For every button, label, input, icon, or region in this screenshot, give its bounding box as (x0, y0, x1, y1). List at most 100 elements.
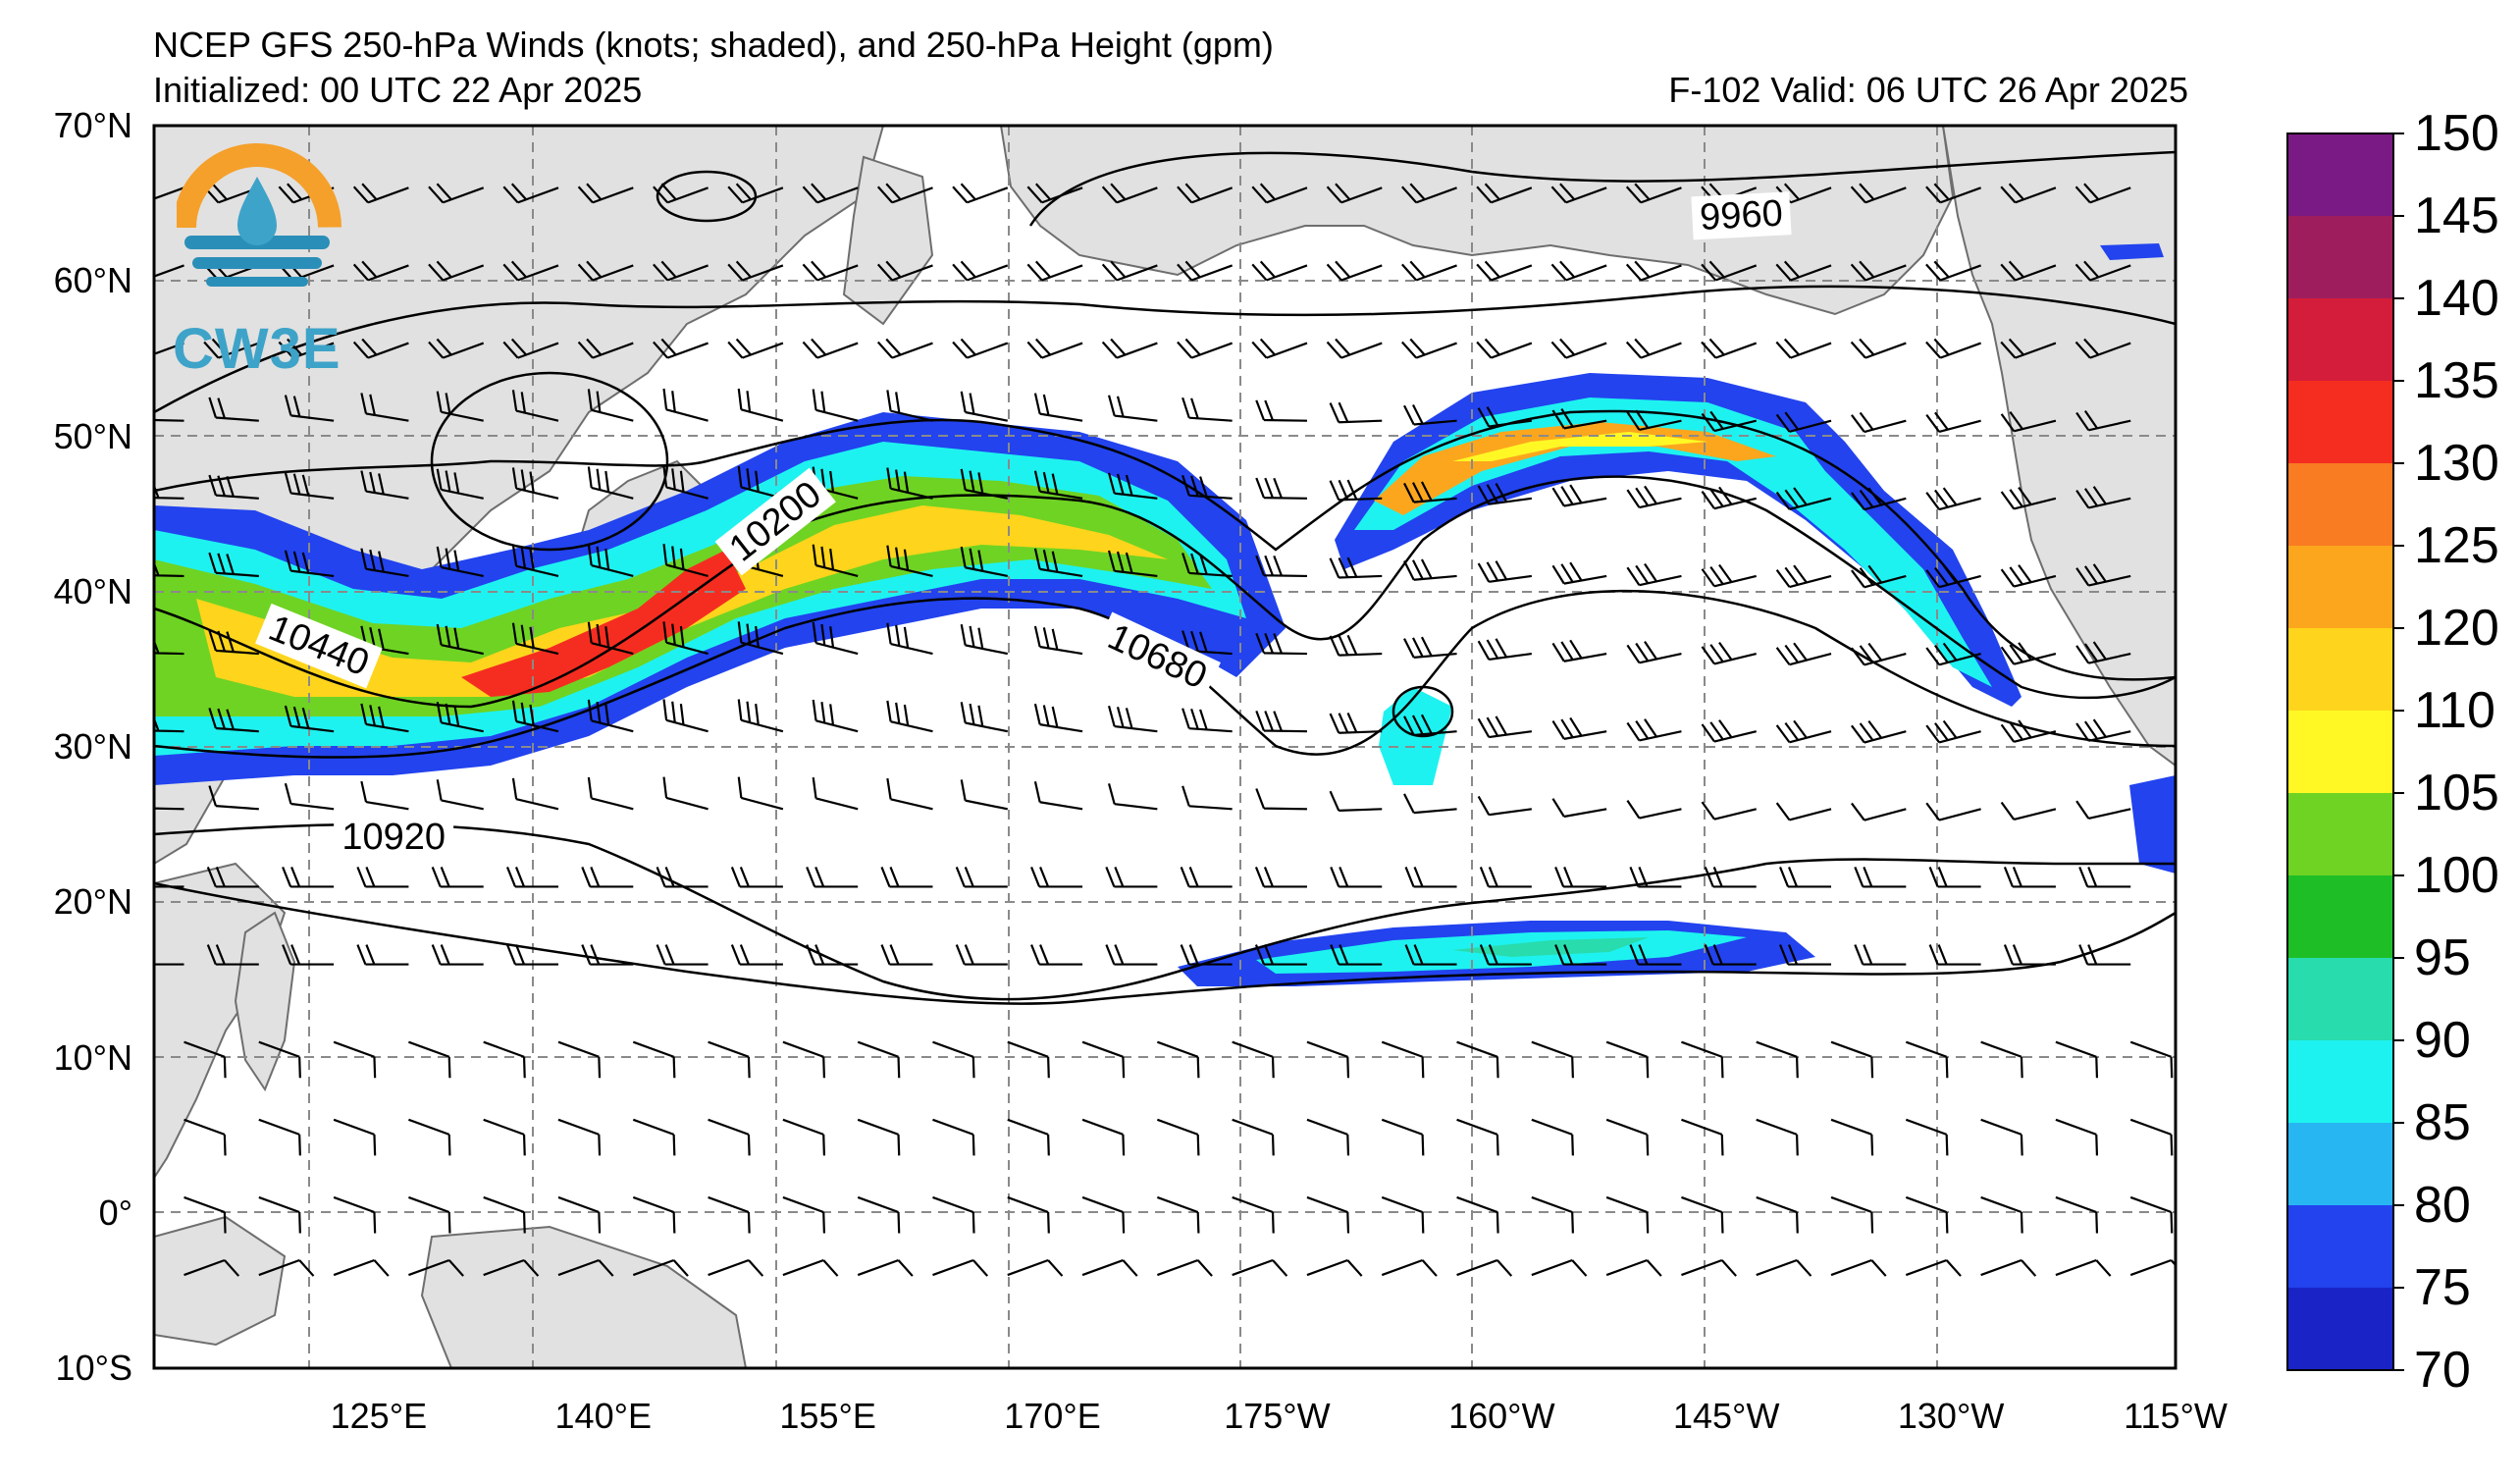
wind-barb (1775, 802, 1832, 821)
wind-barb (284, 550, 335, 578)
wind-barb (1851, 719, 1907, 744)
wind-barb (662, 621, 709, 656)
lon-label: 160°W (1448, 1396, 1555, 1436)
lon-label: 175°W (1224, 1396, 1331, 1436)
colorbar-segment (2286, 546, 2394, 628)
wind-barb (876, 260, 933, 282)
wind-barb (737, 776, 784, 811)
wind-barb (782, 1258, 839, 1277)
wind-barb (2000, 486, 2057, 510)
wind-barb (511, 777, 559, 811)
wind-barb (708, 1118, 751, 1156)
low-center-ring (430, 371, 669, 552)
colorbar-tick: 100 (2414, 847, 2499, 904)
lon-label: 130°W (1897, 1396, 2005, 1436)
wind-barb (352, 183, 409, 204)
wind-barb (1925, 183, 1982, 204)
lon-label: 125°E (330, 1396, 428, 1436)
wind-barb (656, 867, 709, 888)
wind-barb (1326, 183, 1383, 204)
wind-barb (1180, 944, 1233, 966)
colorbar-segment (2286, 1288, 2394, 1370)
wind-barb (2075, 563, 2131, 587)
wind-barb (653, 260, 709, 282)
wind-barb (258, 1195, 301, 1234)
wind-barb (258, 1040, 301, 1079)
wind-barb (1928, 867, 1981, 888)
wind-barb (1381, 1195, 1425, 1234)
wind-barb (857, 1258, 914, 1277)
wind-barb (708, 1040, 751, 1079)
colorbar-tick: 150 (2414, 105, 2499, 162)
wind-barb (436, 779, 484, 811)
wind-barb (1629, 867, 1682, 888)
wind-barb (581, 944, 634, 966)
wind-barb (2075, 800, 2131, 821)
wind-barb (1625, 260, 1682, 282)
wind-barb (184, 1040, 227, 1079)
wind-barb (1329, 712, 1383, 734)
wind-barb (1554, 944, 1607, 966)
colorbar-segment (2286, 793, 2394, 875)
wind-barb (727, 338, 784, 359)
wind-barb (812, 389, 859, 422)
wind-barb (1830, 1040, 1874, 1079)
wind-barb (1026, 338, 1083, 359)
wind-barb (662, 544, 709, 577)
colorbar-segment (2286, 381, 2394, 463)
wind-barb (1701, 641, 1757, 665)
wind-barb (1181, 474, 1233, 500)
wind-barb (1605, 1258, 1662, 1277)
wind-barb (1928, 944, 1981, 966)
wind-barb (1107, 705, 1158, 733)
wind-barb (1232, 1258, 1288, 1277)
wind-barb (154, 477, 184, 500)
wind-barb (154, 399, 184, 422)
wind-barb (1404, 867, 1457, 888)
wind-barb (1551, 561, 1607, 585)
wind-barb (1925, 411, 1981, 433)
wind-barb (511, 622, 559, 656)
wind-barb (1681, 1118, 1724, 1156)
colorbar-tick: 105 (2414, 765, 2499, 821)
wind-barb (1477, 406, 1532, 428)
wind-barb (428, 338, 485, 359)
colorbar-tick: 120 (2414, 600, 2499, 657)
colorbar-tick: 75 (2414, 1259, 2471, 1316)
wind-barb (1531, 1040, 1574, 1079)
wind-barb (2074, 260, 2131, 282)
wind-barb (1101, 338, 1158, 359)
wind-barb (1854, 944, 1907, 966)
wind-barb (2075, 409, 2131, 432)
wind-barb (2075, 718, 2131, 742)
lon-label: 140°E (554, 1396, 653, 1436)
wind-barb (1456, 1258, 1513, 1277)
wind-barb (1850, 338, 1907, 359)
wind-barb (1403, 558, 1457, 581)
wind-barb (436, 546, 484, 578)
wind-barb (1007, 1195, 1050, 1234)
colorbar-tick: 135 (2414, 352, 2499, 409)
wind-barb (2000, 260, 2057, 282)
wind-barb (1081, 1040, 1126, 1079)
wind-barb (1255, 399, 1307, 422)
lat-label: 10°S (55, 1348, 132, 1388)
wind-barb (1101, 183, 1158, 204)
wind-barb (2075, 486, 2131, 509)
wind-barb (1403, 636, 1457, 659)
wind-barb (737, 465, 784, 500)
contour-10440 (154, 475, 2176, 709)
colorbar-segment (2286, 875, 2394, 958)
wind-barb (1925, 642, 1981, 666)
wind-barb (632, 1258, 689, 1277)
wind-barb (1775, 411, 1832, 433)
wind-barb (960, 546, 1008, 578)
wind-barb (333, 1118, 377, 1156)
wind-barb (1007, 1258, 1064, 1277)
wind-barb (587, 466, 634, 500)
wind-barb (1181, 708, 1233, 733)
wind-barb (1980, 1195, 2023, 1234)
wind-barb (1551, 407, 1607, 430)
wind-barb (1830, 1118, 1874, 1156)
wind-barb (708, 1258, 764, 1277)
